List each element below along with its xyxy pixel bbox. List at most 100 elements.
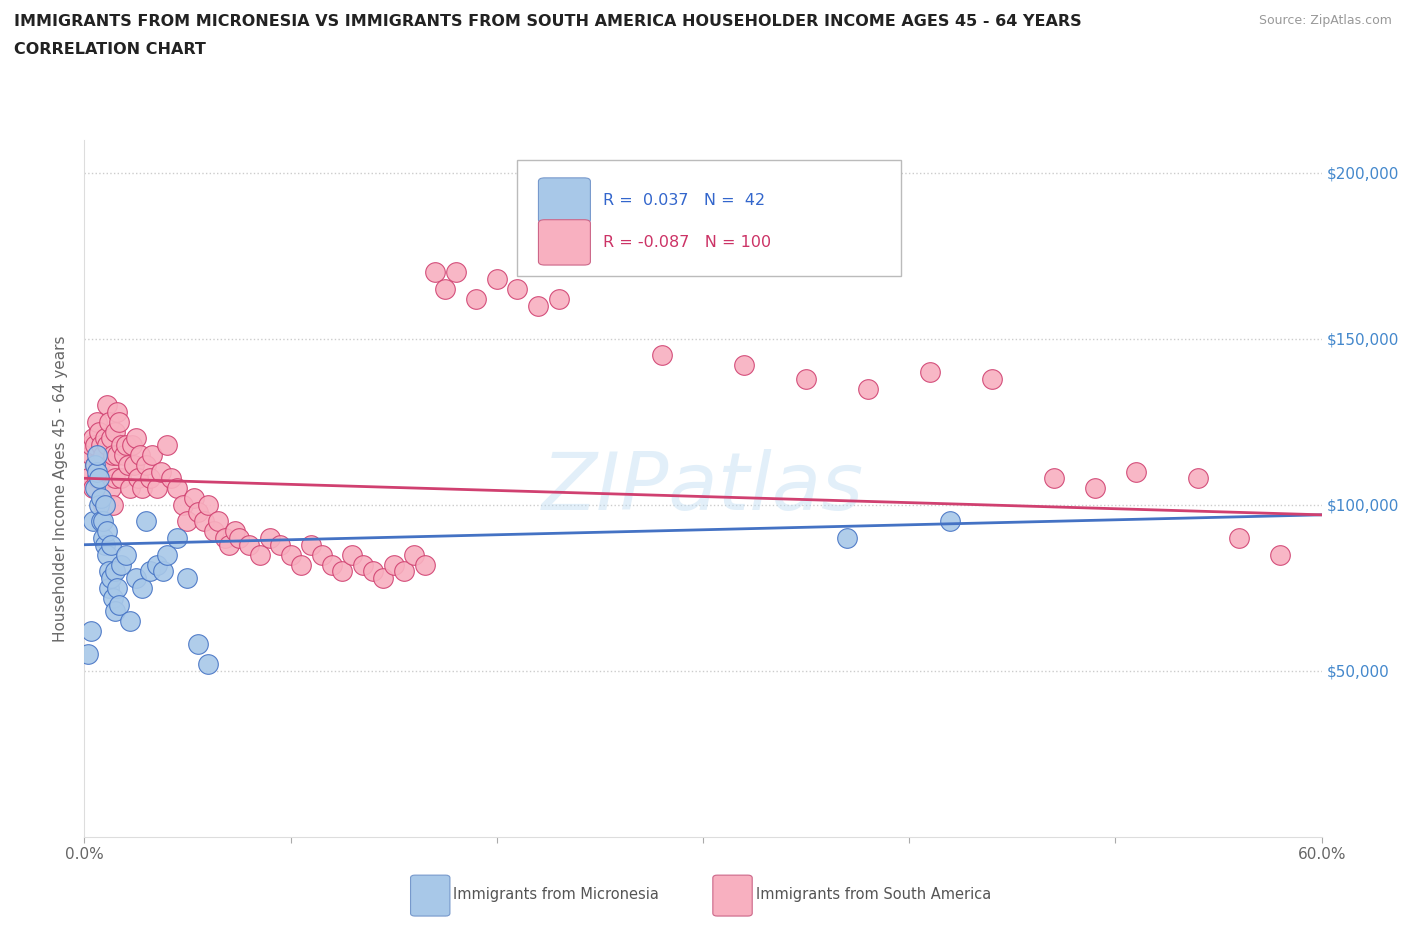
Point [939, 514, 962, 529]
Point [79, 447, 101, 462]
Point [98, 458, 121, 472]
Point [228, 531, 250, 546]
Point [145, 481, 167, 496]
Point [83, 458, 105, 472]
Point [330, 564, 353, 578]
Point [342, 547, 364, 562]
Point [311, 547, 333, 562]
Point [90, 491, 112, 506]
FancyBboxPatch shape [517, 161, 901, 275]
Point [156, 438, 179, 453]
Point [82, 481, 104, 496]
Point [1125, 464, 1147, 479]
Point [202, 524, 225, 538]
Point [96, 398, 118, 413]
Point [187, 504, 209, 519]
Point [100, 481, 122, 496]
Point [1042, 471, 1064, 485]
Text: R = -0.087   N = 100: R = -0.087 N = 100 [603, 235, 770, 250]
Point [238, 538, 260, 552]
Point [152, 564, 174, 578]
Point [86, 415, 108, 430]
Point [176, 570, 198, 585]
Text: ZIPatlas: ZIPatlas [541, 449, 865, 527]
Point [135, 458, 157, 472]
Point [547, 291, 569, 306]
Point [118, 481, 141, 496]
Point [1227, 531, 1250, 546]
Point [90, 471, 112, 485]
Point [104, 604, 127, 618]
Text: Immigrants from South America: Immigrants from South America [756, 887, 991, 902]
Point [527, 299, 550, 313]
Text: IMMIGRANTS FROM MICRONESIA VS IMMIGRANTS FROM SOUTH AMERICA HOUSEHOLDER INCOME A: IMMIGRANTS FROM MICRONESIA VS IMMIGRANTS… [14, 14, 1081, 29]
Point [83, 438, 105, 453]
Point [82, 514, 104, 529]
Point [918, 365, 941, 379]
Point [100, 570, 122, 585]
Point [485, 272, 508, 286]
Point [94, 538, 117, 552]
Point [83, 458, 105, 472]
Point [82, 431, 104, 445]
Point [249, 547, 271, 562]
Point [149, 464, 172, 479]
Point [77, 647, 100, 662]
Point [94, 471, 117, 485]
Point [108, 415, 131, 430]
Point [506, 282, 529, 297]
Point [98, 580, 121, 595]
Point [224, 524, 246, 538]
Point [1187, 471, 1209, 485]
Point [96, 438, 118, 453]
Point [392, 564, 415, 578]
Point [96, 524, 118, 538]
Point [100, 538, 122, 552]
Point [176, 514, 198, 529]
Point [321, 557, 343, 572]
Point [86, 447, 108, 462]
Point [91, 498, 114, 512]
Point [269, 538, 291, 552]
FancyBboxPatch shape [538, 178, 591, 223]
Point [103, 447, 125, 462]
Point [87, 471, 110, 485]
Point [118, 614, 141, 629]
Point [94, 431, 117, 445]
Point [131, 481, 153, 496]
Point [404, 547, 426, 562]
Point [131, 580, 153, 595]
Point [100, 431, 122, 445]
Point [127, 471, 149, 485]
Point [103, 498, 125, 512]
Point [160, 471, 183, 485]
Point [125, 431, 148, 445]
Text: CORRELATION CHART: CORRELATION CHART [14, 42, 205, 57]
Point [290, 557, 312, 572]
Point [98, 564, 121, 578]
Point [156, 547, 179, 562]
Text: Immigrants from Micronesia: Immigrants from Micronesia [453, 887, 658, 902]
Point [141, 447, 163, 462]
Point [166, 531, 188, 546]
Text: R =  0.037   N =  42: R = 0.037 N = 42 [603, 193, 765, 208]
Point [114, 438, 136, 453]
Point [1084, 481, 1107, 496]
Point [218, 538, 240, 552]
Point [108, 597, 131, 612]
Point [87, 424, 110, 439]
Point [299, 538, 322, 552]
Point [114, 547, 136, 562]
Point [197, 657, 219, 671]
Point [434, 282, 457, 297]
Point [135, 514, 157, 529]
Point [465, 291, 488, 306]
Point [79, 624, 101, 639]
Point [733, 358, 755, 373]
Point [110, 557, 132, 572]
Point [105, 447, 128, 462]
FancyBboxPatch shape [538, 219, 591, 265]
Point [110, 438, 132, 453]
Point [197, 498, 219, 512]
Point [361, 564, 384, 578]
